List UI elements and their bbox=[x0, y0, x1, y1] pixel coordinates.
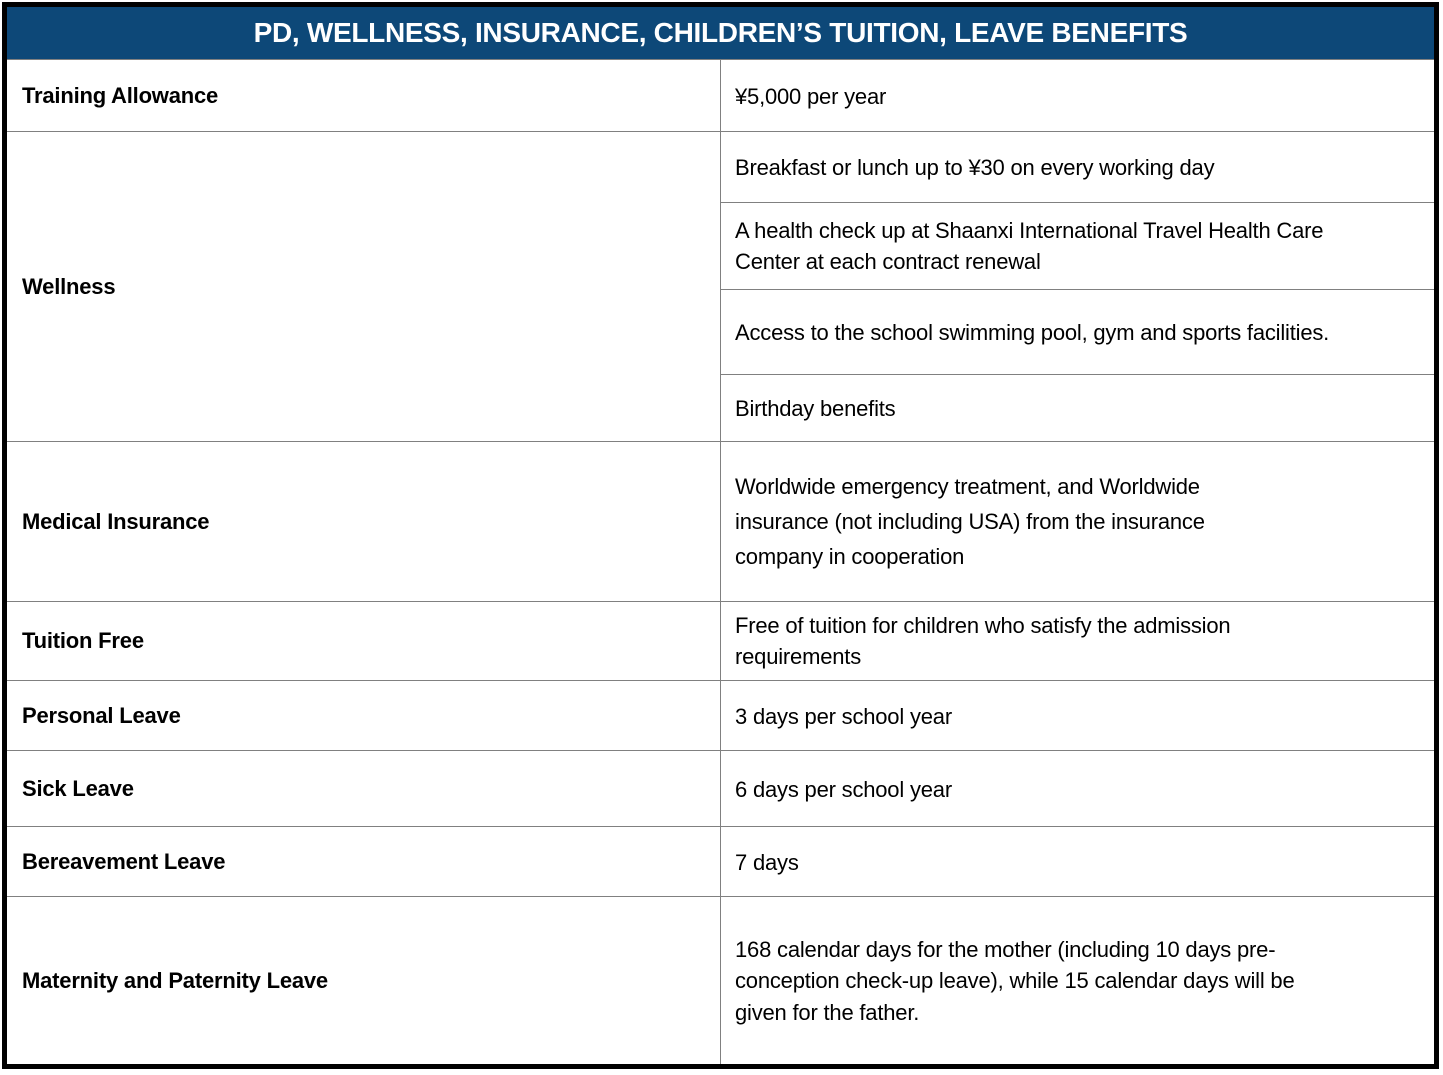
table-title: PD, WELLNESS, INSURANCE, CHILDREN’S TUIT… bbox=[253, 17, 1188, 48]
value-wellness-breakfast: Breakfast or lunch up to ¥30 on every wo… bbox=[720, 131, 1437, 203]
row-wellness-birthday: Birthday benefits bbox=[5, 374, 1437, 442]
value-wellness-birthday: Birthday benefits bbox=[720, 374, 1437, 442]
label-training-allowance: Training Allowance bbox=[4, 59, 721, 132]
row-personal-leave: Personal Leave 3 days per school year bbox=[4, 680, 1437, 752]
row-wellness-breakfast: Wellness Breakfast or lunch up to ¥30 on… bbox=[4, 131, 1437, 442]
value-personal-leave: 3 days per school year bbox=[720, 680, 1437, 752]
row-training-allowance: Training Allowance ¥5,000 per year bbox=[4, 59, 1437, 132]
value-maternity-paternity-leave: 168 calendar days for the mother (includ… bbox=[720, 896, 1437, 1068]
row-bereavement-leave: Bereavement Leave 7 days bbox=[4, 826, 1437, 898]
label-personal-leave: Personal Leave bbox=[4, 680, 721, 752]
row-wellness-health-check: A health check up at Shaanxi Internation… bbox=[5, 202, 1437, 290]
row-tuition-free: Tuition Free Free of tuition for childre… bbox=[4, 600, 1437, 682]
value-sick-leave: 6 days per school year bbox=[720, 750, 1437, 828]
table-header-cell: PD, WELLNESS, INSURANCE, CHILDREN’S TUIT… bbox=[4, 4, 1437, 60]
label-wellness: Wellness bbox=[4, 131, 721, 442]
row-maternity-paternity-leave: Maternity and Paternity Leave 168 calend… bbox=[4, 896, 1437, 1068]
value-wellness-facilities: Access to the school swimming pool, gym … bbox=[720, 289, 1437, 375]
label-maternity-paternity-leave: Maternity and Paternity Leave bbox=[4, 896, 721, 1068]
value-tuition-free: Free of tuition for children who satisfy… bbox=[720, 600, 1437, 682]
label-bereavement-leave: Bereavement Leave bbox=[4, 826, 721, 898]
row-sick-leave: Sick Leave 6 days per school year bbox=[4, 750, 1437, 828]
label-sick-leave: Sick Leave bbox=[4, 750, 721, 828]
value-wellness-health-check: A health check up at Shaanxi Internation… bbox=[720, 202, 1437, 290]
value-medical-insurance: Worldwide emergency treatment, and World… bbox=[720, 441, 1437, 602]
value-bereavement-leave: 7 days bbox=[720, 826, 1437, 898]
value-training-allowance: ¥5,000 per year bbox=[720, 59, 1437, 132]
label-medical-insurance: Medical Insurance bbox=[4, 441, 721, 602]
table-header-row: PD, WELLNESS, INSURANCE, CHILDREN’S TUIT… bbox=[4, 4, 1437, 60]
row-medical-insurance: Medical Insurance Worldwide emergency tr… bbox=[4, 441, 1437, 602]
label-tuition-free: Tuition Free bbox=[4, 600, 721, 682]
